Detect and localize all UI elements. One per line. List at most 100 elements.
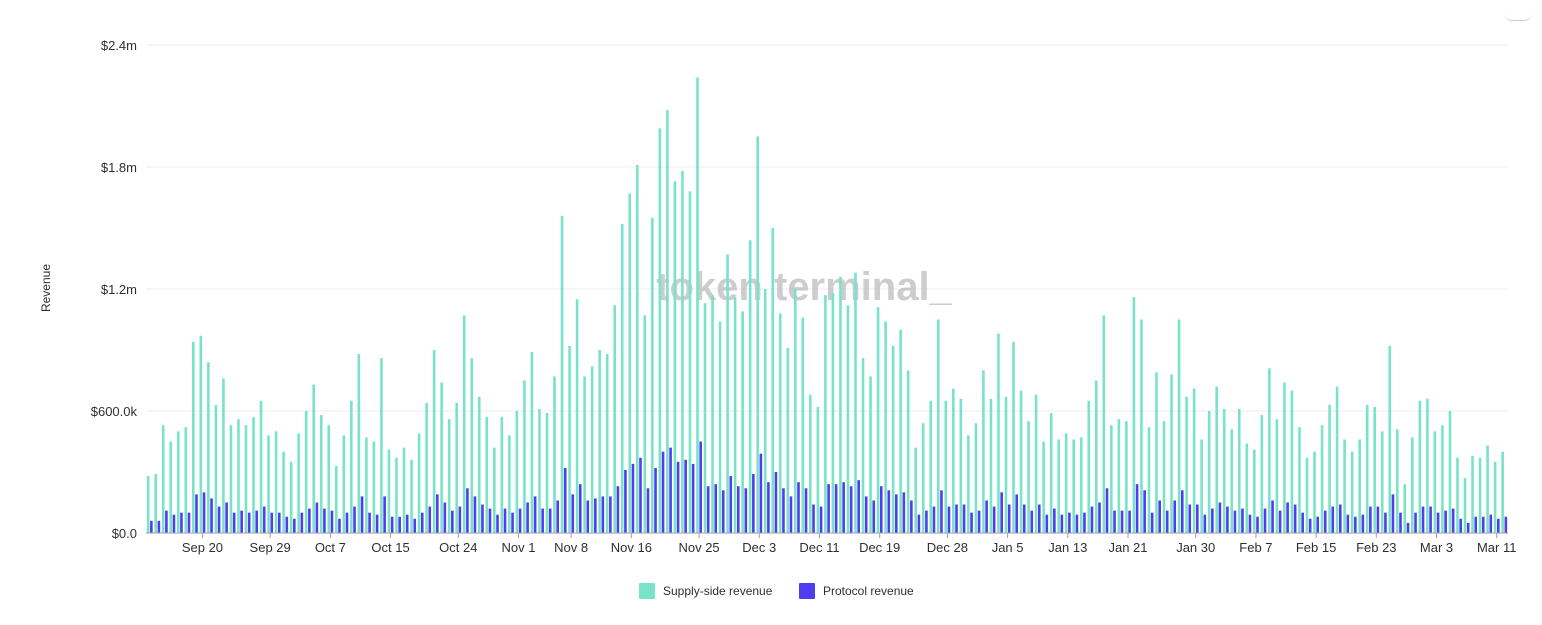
bar-supply-side[interactable] — [1185, 396, 1188, 533]
bar-supply-side[interactable] — [681, 171, 684, 533]
bar-protocol[interactable] — [1120, 510, 1124, 533]
bar-protocol[interactable] — [842, 482, 845, 533]
bar-protocol[interactable] — [744, 488, 748, 533]
bar-protocol[interactable] — [247, 512, 251, 533]
bar-supply-side[interactable] — [869, 376, 872, 533]
bar-supply-side[interactable] — [267, 435, 270, 533]
bar-protocol[interactable] — [518, 508, 522, 533]
bar-protocol[interactable] — [413, 518, 417, 533]
bar-supply-side[interactable] — [771, 228, 775, 533]
bar-supply-side[interactable] — [357, 354, 361, 533]
bar-protocol[interactable] — [1301, 512, 1304, 533]
bar-supply-side[interactable] — [176, 431, 180, 533]
bar-protocol[interactable] — [300, 512, 304, 533]
bar-supply-side[interactable] — [1365, 404, 1369, 533]
bar-protocol[interactable] — [654, 467, 657, 533]
bar-supply-side[interactable] — [696, 77, 699, 533]
bar-supply-side[interactable] — [493, 447, 496, 533]
bar-protocol[interactable] — [308, 508, 311, 533]
bar-supply-side[interactable] — [786, 347, 790, 533]
bar-supply-side[interactable] — [1456, 457, 1459, 533]
bar-protocol[interactable] — [172, 514, 176, 533]
bar-protocol[interactable] — [932, 506, 936, 533]
bar-supply-side[interactable] — [1426, 398, 1429, 533]
bar-protocol[interactable] — [255, 510, 259, 533]
bar-protocol[interactable] — [533, 496, 537, 533]
bar-protocol[interactable] — [338, 518, 341, 533]
bar-protocol[interactable] — [293, 518, 296, 533]
bar-protocol[interactable] — [458, 506, 462, 533]
bar-protocol[interactable] — [436, 494, 439, 533]
bar-protocol[interactable] — [1436, 512, 1440, 533]
bar-supply-side[interactable] — [643, 315, 647, 533]
bar-protocol[interactable] — [1316, 516, 1320, 533]
bar-protocol[interactable] — [1188, 504, 1192, 533]
bar-supply-side[interactable] — [447, 419, 451, 533]
bar-supply-side[interactable] — [1471, 455, 1474, 533]
bar-supply-side[interactable] — [997, 333, 1000, 533]
bar-supply-side[interactable] — [395, 457, 398, 533]
bar-supply-side[interactable] — [470, 358, 474, 533]
bar-supply-side[interactable] — [500, 417, 504, 533]
bar-protocol[interactable] — [1293, 504, 1297, 533]
bar-protocol[interactable] — [285, 516, 289, 533]
bar-supply-side[interactable] — [989, 398, 993, 533]
bar-protocol[interactable] — [955, 504, 958, 533]
bar-protocol[interactable] — [1391, 494, 1395, 533]
bar-protocol[interactable] — [232, 512, 236, 533]
bar-supply-side[interactable] — [598, 350, 601, 533]
bar-supply-side[interactable] — [914, 447, 917, 533]
bar-protocol[interactable] — [985, 500, 988, 533]
bar-supply-side[interactable] — [839, 276, 842, 533]
bar-supply-side[interactable] — [1433, 431, 1437, 533]
bar-protocol[interactable] — [526, 502, 529, 534]
bar-protocol[interactable] — [714, 484, 718, 533]
bar-supply-side[interactable] — [1388, 345, 1392, 533]
bar-protocol[interactable] — [879, 486, 883, 533]
bar-protocol[interactable] — [187, 512, 191, 533]
bar-protocol[interactable] — [691, 463, 695, 533]
bar-supply-side[interactable] — [342, 435, 346, 533]
bar-supply-side[interactable] — [688, 191, 692, 533]
bar-supply-side[interactable] — [1411, 437, 1414, 533]
bar-supply-side[interactable] — [1072, 439, 1076, 533]
bar-supply-side[interactable] — [1486, 445, 1489, 533]
bar-supply-side[interactable] — [1177, 319, 1181, 534]
bar-supply-side[interactable] — [651, 217, 654, 533]
bar-protocol[interactable] — [217, 506, 221, 533]
bar-supply-side[interactable] — [214, 404, 218, 533]
bar-supply-side[interactable] — [1418, 400, 1422, 533]
bar-protocol[interactable] — [225, 502, 228, 534]
bar-supply-side[interactable] — [410, 459, 413, 533]
bar-protocol[interactable] — [887, 490, 891, 533]
bar-supply-side[interactable] — [801, 317, 805, 533]
bar-protocol[interactable] — [1414, 512, 1417, 533]
bar-supply-side[interactable] — [741, 311, 744, 533]
bar-supply-side[interactable] — [824, 295, 827, 533]
bar-supply-side[interactable] — [666, 110, 669, 533]
bar-supply-side[interactable] — [861, 358, 865, 533]
bar-supply-side[interactable] — [312, 384, 316, 533]
bar-supply-side[interactable] — [553, 376, 556, 533]
bar-protocol[interactable] — [496, 514, 499, 533]
bar-supply-side[interactable] — [1132, 297, 1136, 533]
bar-protocol[interactable] — [609, 496, 612, 533]
bar-protocol[interactable] — [759, 453, 763, 533]
bar-protocol[interactable] — [970, 512, 973, 533]
bar-supply-side[interactable] — [778, 313, 782, 533]
bar-supply-side[interactable] — [1079, 437, 1083, 533]
bar-supply-side[interactable] — [455, 402, 458, 533]
bar-supply-side[interactable] — [1290, 390, 1294, 533]
bar-supply-side[interactable] — [560, 215, 564, 534]
bar-supply-side[interactable] — [1237, 408, 1241, 533]
bar-supply-side[interactable] — [485, 417, 489, 533]
bar-protocol[interactable] — [323, 508, 326, 533]
bar-protocol[interactable] — [752, 474, 755, 533]
bar-supply-side[interactable] — [1253, 449, 1256, 533]
bar-protocol[interactable] — [669, 447, 672, 533]
bar-supply-side[interactable] — [1162, 421, 1166, 533]
bar-supply-side[interactable] — [906, 370, 910, 533]
bar-supply-side[interactable] — [1222, 408, 1226, 533]
bar-supply-side[interactable] — [207, 362, 210, 533]
bar-supply-side[interactable] — [884, 321, 887, 533]
